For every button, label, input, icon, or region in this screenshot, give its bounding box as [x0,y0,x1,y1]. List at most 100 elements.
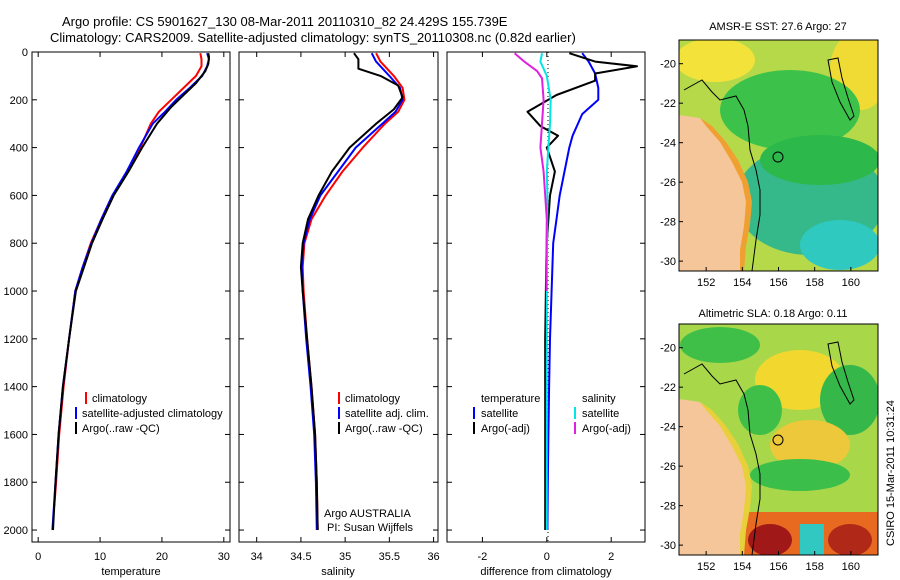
x-tick-label: 20 [156,551,168,563]
legend-label-temperature-argo: Argo(-adj) [481,423,530,435]
map-x-tick-label: 160 [842,277,860,289]
map-x-tick-label: 154 [733,561,751,573]
sla-low-patch [750,459,850,491]
argo-position-marker-icon [772,151,784,163]
salinity-x-ticks: 34 34.5 35 35.5 36 [251,52,440,563]
y-tick-label: 1800 [4,477,28,489]
sla-low-patch [820,365,878,435]
sst-cool-patch [800,220,878,270]
legend-label-climatology: climatology [345,393,401,405]
sla-high-patch [770,420,850,470]
y-tick-label: 600 [10,190,28,202]
salinity-y-ticks [239,51,438,531]
series-line-argo-raw-qc [299,52,404,531]
salinity-plot-frame [238,51,439,543]
coastal-shelf-strip [700,402,752,555]
legend-label-argo: Argo(..raw -QC) [345,423,423,435]
figure-title-line2: Climatology: CARS2009. Satellite-adjuste… [50,30,576,45]
temperature-plot-frame [31,51,231,543]
map-y-tick-label: -22 [660,382,676,394]
map-x-tick-label: 160 [842,561,860,573]
salinity-lines [299,52,406,531]
sst-cool-patch [720,70,860,150]
y-tick-label: 1600 [4,429,28,441]
map-y-tick-label: -30 [660,540,676,552]
series-line-salinity-argo-adj [513,52,548,292]
x-tick-label: -2 [478,551,488,563]
map-x-tick-label: 152 [697,277,715,289]
map-x-tick-label: 154 [733,277,751,289]
legend-header-salinity: salinity [582,393,616,405]
argo-position-marker-icon [772,434,784,446]
difference-x-ticks: -2 0 2 [478,52,614,563]
series-line-argo-raw-qc [52,53,210,531]
difference-x-label: difference from climatology [480,566,612,578]
reef-contour [827,341,855,405]
y-tick-label: 0 [22,47,28,59]
x-tick-label: 35.5 [379,551,400,563]
x-tick-label: 10 [94,551,106,563]
legend-label-argo: Argo(..raw -QC) [82,423,160,435]
reef-contour [827,57,855,121]
figure-title-line1: Argo profile: CS 5901627_130 08-Mar-2011… [62,14,508,29]
difference-legend: temperature satellite Argo(-adj) salinit… [473,393,631,435]
sst-map-title: AMSR-E SST: 27.6 Argo: 27 [709,21,847,33]
legend-label-salinity-satellite: satellite [582,408,619,420]
sla-map: Altimetric SLA: 0.18 Argo: 0.11 152 154 15… [660,308,879,573]
difference-panel: -2 0 2 difference from climatology tempera… [446,51,646,578]
sla-map-title: Altimetric SLA: 0.18 Argo: 0.11 [699,308,848,320]
map-y-tick-label: -24 [660,138,676,150]
map-y-tick-label: -24 [660,422,676,434]
map-x-tick-label: 156 [769,277,787,289]
sst-field [679,40,878,271]
salinity-panel: 34 34.5 35 35.5 36 salinity climatology sate… [238,51,440,578]
coastal-shelf-strip [700,118,752,271]
map-x-tick-label: 158 [806,277,824,289]
bathymetry-contour [683,363,761,555]
map-y-tick-label: -22 [660,98,676,110]
map-y-tick-label: -30 [660,256,676,268]
sla-peak-patch [828,524,872,555]
legend-label-satellite: satellite-adjusted climatology [82,408,223,420]
map-y-tick-label: -28 [660,217,676,229]
legend-header-temperature: temperature [481,393,540,405]
sla-low-patch [738,385,782,435]
legend-label-salinity-argo: Argo(-adj) [582,423,631,435]
y-tick-label: 1400 [4,382,28,394]
temperature-y-ticks: 0 200 400 600 800 1000 1200 1400 1600 1800 2000 [4,47,230,537]
y-tick-label: 1000 [4,286,28,298]
temperature-x-label: temperature [101,566,160,578]
legend-label-satellite: satellite adj. clim. [345,408,429,420]
salinity-x-label: salinity [321,566,355,578]
y-tick-label: 200 [10,95,28,107]
map-y-tick-label: -20 [660,343,676,355]
difference-y-ticks [447,51,645,531]
x-tick-label: 2 [608,551,614,563]
y-tick-label: 1200 [4,334,28,346]
difference-lines [513,52,638,531]
sla-field [679,324,878,555]
map-y-tick-label: -28 [660,501,676,513]
map-y-tick-label: -20 [660,59,676,71]
sst-map: AMSR-E SST: 27.6 Argo: 27 152 154 156 158 16… [660,21,879,289]
bathymetry-contour [683,79,761,271]
x-tick-label: 34 [251,551,263,563]
salinity-legend: climatology satellite adj. clim. Argo(..… [338,392,429,435]
float-program-label: Argo AUSTRALIA [324,508,411,520]
x-tick-label: 0 [35,551,41,563]
principal-investigator-label: PI: Susan Wijffels [327,522,413,534]
x-tick-label: 30 [218,551,230,563]
sst-warm-patch [679,40,755,82]
temperature-panel: 0 10 20 30 0 200 400 600 800 1000 1200 1400 1600 180… [4,47,231,578]
legend-label-temperature-satellite: satellite [481,408,518,420]
x-tick-label: 35 [339,551,351,563]
y-tick-label: 2000 [4,525,28,537]
sla-low-cell [800,524,824,555]
sla-map-x-ticks: 152 154 156 158 160 [697,551,860,573]
map-y-tick-label: -26 [660,461,676,473]
x-tick-label: 36 [427,551,439,563]
credit-timestamp: CSIRO 15-Mar-2011 10:31:24 [885,400,897,546]
y-tick-label: 800 [10,238,28,250]
series-line-salinity-satellite [539,53,552,530]
